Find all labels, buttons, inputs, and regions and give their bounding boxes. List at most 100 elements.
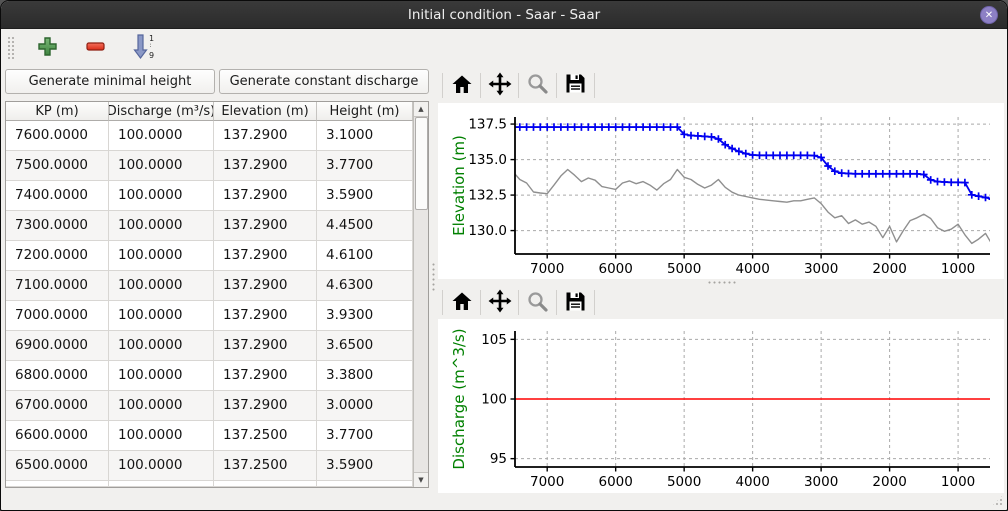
table-cell[interactable]: 137.2500 (214, 421, 317, 451)
column-header-kp[interactable]: KP (m) (6, 102, 109, 121)
remove-row-button[interactable] (78, 33, 112, 63)
table-cell[interactable]: 100.0000 (109, 391, 214, 421)
scrollbar-thumb[interactable] (415, 117, 428, 210)
table-cell[interactable]: 4.4500 (317, 211, 413, 241)
home-button[interactable] (443, 70, 480, 100)
table-cell[interactable]: 100.0000 (109, 151, 214, 181)
table-cell[interactable]: 100.0000 (109, 181, 214, 211)
table-cell[interactable]: 3.1000 (317, 121, 413, 151)
table-cell[interactable]: 100.0000 (109, 241, 214, 271)
resize-grip[interactable] (991, 494, 1004, 507)
table-cell[interactable]: 137.2900 (214, 391, 317, 421)
table-cell[interactable]: 100.0000 (109, 331, 214, 361)
svg-text:7000: 7000 (530, 261, 564, 277)
save-button[interactable] (557, 70, 594, 100)
table-row[interactable]: 7500.0000 100.0000 137.2900 3.7700 (6, 151, 413, 181)
generate-minimal-height-button[interactable]: Generate minimal height (5, 69, 215, 94)
scrollbar-down-button[interactable]: ▼ (414, 472, 428, 487)
table-cell[interactable]: 137.2900 (214, 151, 317, 181)
table-cell[interactable]: 3.5900 (317, 181, 413, 211)
table-cell[interactable]: 7100.0000 (6, 271, 109, 301)
table-cell[interactable]: 4.6300 (317, 271, 413, 301)
table-row[interactable]: 7200.0000 100.0000 137.2900 4.6100 (6, 241, 413, 271)
table-cell[interactable]: 137.2900 (214, 211, 317, 241)
toolbar-drag-handle[interactable] (7, 36, 14, 60)
table-cell[interactable]: 3.7700 (317, 421, 413, 451)
generate-constant-discharge-button[interactable]: Generate constant discharge (219, 69, 429, 94)
sort-button[interactable]: 1 : 9 (126, 33, 160, 63)
table-cell[interactable]: 3.3800 (317, 361, 413, 391)
table-cell[interactable]: 7000.0000 (6, 301, 109, 331)
table-cell[interactable]: 100.0000 (109, 451, 214, 481)
table-cell[interactable]: 100.0000 (109, 361, 214, 391)
table-cell[interactable]: 137.2900 (214, 181, 317, 211)
table-row[interactable]: 6700.0000 100.0000 137.2900 3.0000 (6, 391, 413, 421)
scrollbar-up-button[interactable]: ▲ (414, 102, 428, 117)
table-cell[interactable]: 100.0000 (109, 271, 214, 301)
table-cell[interactable]: 7200.0000 (6, 241, 109, 271)
table-cell[interactable]: 3.7700 (317, 151, 413, 181)
table-cell[interactable]: 6600.0000 (6, 421, 109, 451)
table-cell[interactable]: 137.2900 (214, 271, 317, 301)
add-row-button[interactable] (30, 33, 64, 63)
table-cell[interactable]: 137.2900 (214, 241, 317, 271)
table-cell[interactable]: 6800.0000 (6, 361, 109, 391)
table-cell[interactable]: 100.0000 (109, 211, 214, 241)
splitter-grip (432, 262, 435, 292)
table-cell[interactable]: 137.2900 (214, 361, 317, 391)
table-cell[interactable]: 7400.0000 (6, 181, 109, 211)
pan-button[interactable] (481, 288, 518, 318)
table-cell[interactable]: 4.6100 (317, 241, 413, 271)
save-button[interactable] (557, 288, 594, 318)
title-bar[interactable]: Initial condition - Saar - Saar ✕ (1, 1, 1007, 29)
discharge-plot[interactable]: 7000 6000 5000 4000 3000 2000 1000 95 100 105 Disc… (438, 319, 1004, 493)
pan-button[interactable] (481, 70, 518, 100)
table-row[interactable]: 7600.0000 100.0000 137.2900 3.1000 (6, 121, 413, 151)
table-cell[interactable]: 137.2900 (214, 121, 317, 151)
plus-icon (36, 35, 59, 61)
svg-text:137.5: 137.5 (468, 117, 507, 133)
horizontal-splitter[interactable] (438, 279, 1004, 286)
table-cell[interactable]: 3.5900 (317, 451, 413, 481)
table-cell[interactable]: 137.2900 (214, 331, 317, 361)
table-cell[interactable]: 7600.0000 (6, 121, 109, 151)
table-cell[interactable]: 100.0000 (109, 421, 214, 451)
table-cell[interactable]: 6900.0000 (6, 331, 109, 361)
home-button[interactable] (443, 288, 480, 318)
table-row[interactable]: 6900.0000 100.0000 137.2900 3.6500 (6, 331, 413, 361)
svg-text:4000: 4000 (735, 261, 769, 277)
svg-text::: : (150, 42, 152, 49)
svg-text:105: 105 (481, 332, 507, 348)
table-row[interactable]: 7300.0000 100.0000 137.2900 4.4500 (6, 211, 413, 241)
table-cell[interactable]: 7300.0000 (6, 211, 109, 241)
column-header-elevation[interactable]: Elevation (m) (214, 102, 317, 121)
table-row[interactable]: 7100.0000 100.0000 137.2900 4.6300 (6, 271, 413, 301)
table-cell[interactable]: 6700.0000 (6, 391, 109, 421)
table-scrollbar[interactable]: ▲ ▼ (413, 102, 428, 487)
table-row[interactable]: 6600.0000 100.0000 137.2500 3.7700 (6, 421, 413, 451)
zoom-button[interactable] (519, 288, 556, 318)
close-button[interactable]: ✕ (980, 6, 998, 24)
toolbar-separator (556, 290, 557, 315)
table-row[interactable]: 7000.0000 100.0000 137.2900 3.9300 (6, 301, 413, 331)
elevation-plot[interactable]: 7000 6000 5000 4000 3000 2000 1000 130.0 132.5 13… (438, 103, 1004, 279)
save-icon (564, 290, 587, 316)
table-cell[interactable]: 7500.0000 (6, 151, 109, 181)
vertical-splitter[interactable] (429, 67, 438, 488)
table-cell[interactable]: 6500.0000 (6, 451, 109, 481)
column-header-height[interactable]: Height (m) (317, 102, 413, 121)
zoom-button[interactable] (519, 70, 556, 100)
table-cell[interactable]: 100.0000 (109, 301, 214, 331)
table-cell[interactable]: 137.2900 (214, 301, 317, 331)
table-row[interactable]: 6500.0000 100.0000 137.2500 3.5900 (6, 451, 413, 481)
table-cell[interactable]: 100.0000 (109, 121, 214, 151)
column-header-discharge[interactable]: Discharge (m³/s) (109, 102, 214, 121)
table-cell[interactable]: 3.9300 (317, 301, 413, 331)
table-cell[interactable]: 3.6500 (317, 331, 413, 361)
table-cell (6, 481, 109, 487)
table-row[interactable]: 6800.0000 100.0000 137.2900 3.3800 (6, 361, 413, 391)
table-cell[interactable]: 3.0000 (317, 391, 413, 421)
scroll-down-icon: ▼ (418, 476, 424, 484)
table-row[interactable]: 7400.0000 100.0000 137.2900 3.5900 (6, 181, 413, 211)
table-cell[interactable]: 137.2500 (214, 451, 317, 481)
